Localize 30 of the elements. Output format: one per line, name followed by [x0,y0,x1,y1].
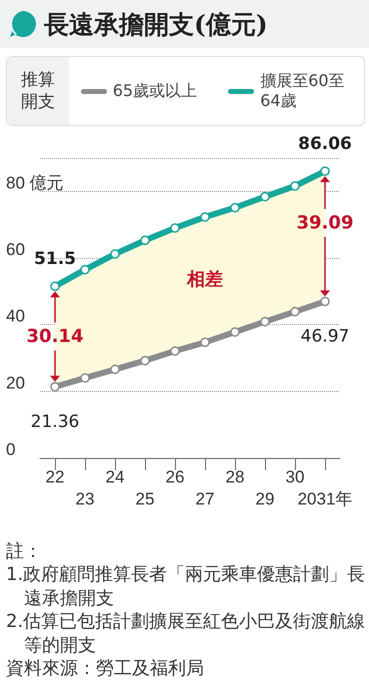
x-tick-label: 27 [196,490,214,508]
data-label: 21.36 [30,412,80,432]
data-label: 86.06 [298,134,352,154]
x-tick-label: 26 [166,468,184,486]
x-tick-label: 23 [76,490,94,508]
x-tick-label: 25 [136,490,154,508]
y-tick-label: 0 [6,440,16,459]
data-label: 51.5 [34,249,76,270]
annotation: 相差 [186,269,223,290]
legend-label: 65歲或以上 [112,81,198,101]
y-tick-label: 40 [6,306,25,326]
x-tick-label: 30 [286,468,304,486]
x-tick-label: 24 [106,468,124,486]
x-tick-label: 28 [226,468,244,486]
chart-title: 長遠承擔開支(億元) [44,8,268,40]
y-tick-label: 20 [6,373,25,392]
source-note: 資料來源：勞工及福利局 [6,656,205,680]
annotation: 39.09 [296,212,354,234]
text: 註： [6,540,43,564]
text: 2.估算已包括計劃擴展至紅色小巴及街渡航線等的開支 [6,610,366,657]
legend-label: 擴展至60至64歲 [260,71,346,111]
legend-title: 推算開支 [7,57,69,125]
y-tick-label: 80 億元 [6,173,64,192]
x-tick-label: 29 [256,490,274,508]
annotation: 30.14 [26,326,84,348]
x-tick-label: 2031年 [298,490,352,508]
text: 1.政府顧問推算長者「兩元乘車優惠計劃」長遠承擔開支 [6,563,366,610]
x-tick-label: 22 [46,468,64,486]
y-tick-label: 60 [6,240,25,259]
data-label: 46.97 [300,326,350,347]
